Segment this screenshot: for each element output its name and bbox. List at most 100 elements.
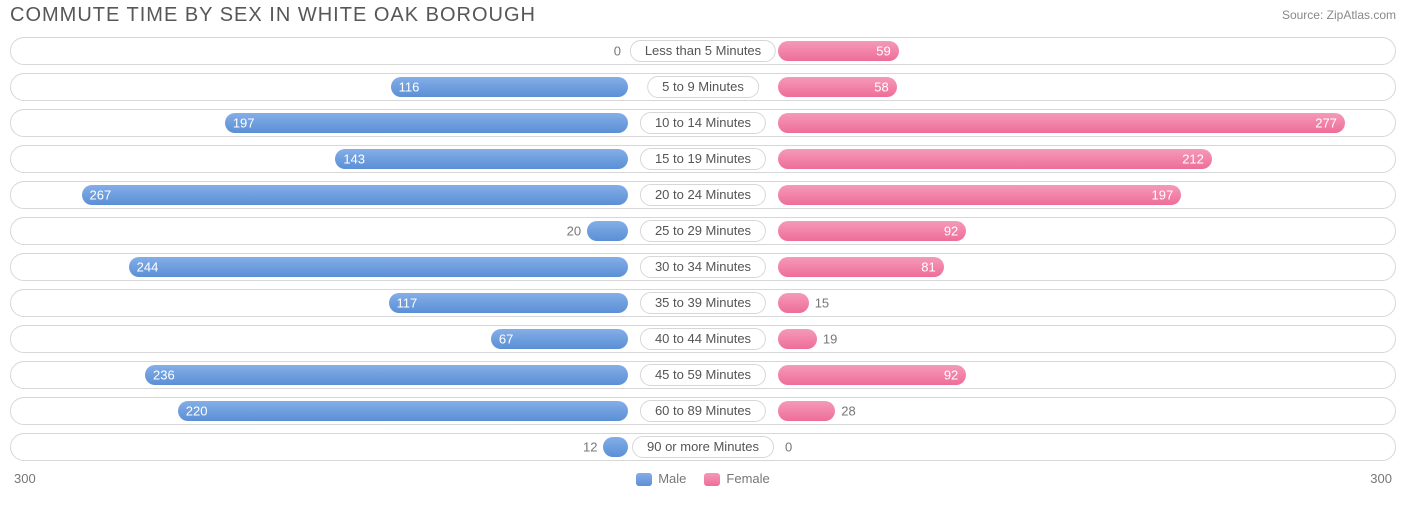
female-value: 15 <box>815 296 829 311</box>
male-bar: 220 <box>178 401 628 421</box>
category-label: 60 to 89 Minutes <box>640 400 766 422</box>
chart-row: 116 58 5 to 9 Minutes <box>10 73 1396 101</box>
female-half: 197 <box>703 182 1395 208</box>
male-value: 267 <box>90 188 112 203</box>
chart-row: 267 197 20 to 24 Minutes <box>10 181 1396 209</box>
category-label: 20 to 24 Minutes <box>640 184 766 206</box>
female-bar: 28 <box>778 401 835 421</box>
male-half: 12 <box>11 434 703 460</box>
chart-source: Source: ZipAtlas.com <box>1282 4 1396 22</box>
female-bar: 58 <box>778 77 897 97</box>
male-bar: 267 <box>82 185 628 205</box>
male-bar: 143 <box>335 149 628 169</box>
legend-label-female: Female <box>726 471 769 486</box>
female-bar: 197 <box>778 185 1181 205</box>
male-value: 244 <box>137 260 159 275</box>
male-bar: 20 <box>587 221 628 241</box>
category-label: 15 to 19 Minutes <box>640 148 766 170</box>
male-half: 236 <box>11 362 703 388</box>
male-value: 236 <box>153 368 175 383</box>
male-bar: 117 <box>389 293 628 313</box>
female-value: 0 <box>785 440 792 455</box>
female-half: 19 <box>703 326 1395 352</box>
female-value: 212 <box>1182 152 1204 167</box>
female-bar: 19 <box>778 329 817 349</box>
chart-row: 197 277 10 to 14 Minutes <box>10 109 1396 137</box>
female-half: 28 <box>703 398 1395 424</box>
female-bar: 15 <box>778 293 809 313</box>
chart-row: 20 92 25 to 29 Minutes <box>10 217 1396 245</box>
male-bar: 67 <box>491 329 628 349</box>
female-swatch-icon <box>704 473 720 486</box>
category-label: 30 to 34 Minutes <box>640 256 766 278</box>
male-bar: 197 <box>225 113 628 133</box>
male-half: 0 <box>11 38 703 64</box>
female-bar: 59 <box>778 41 899 61</box>
chart-row: 117 15 35 to 39 Minutes <box>10 289 1396 317</box>
female-half: 15 <box>703 290 1395 316</box>
legend-item-female: Female <box>704 471 769 486</box>
male-bar: 12 <box>603 437 628 457</box>
chart-row: 244 81 30 to 34 Minutes <box>10 253 1396 281</box>
male-half: 117 <box>11 290 703 316</box>
legend-item-male: Male <box>636 471 686 486</box>
female-value: 81 <box>921 260 935 275</box>
chart-footer: 300 Male Female 300 <box>0 469 1406 496</box>
chart-row: 12090 or more Minutes <box>10 433 1396 461</box>
female-value: 19 <box>823 332 837 347</box>
male-swatch-icon <box>636 473 652 486</box>
category-label: 5 to 9 Minutes <box>647 76 759 98</box>
female-value: 59 <box>876 44 890 59</box>
female-half: 212 <box>703 146 1395 172</box>
female-bar: 212 <box>778 149 1212 169</box>
male-half: 20 <box>11 218 703 244</box>
female-value: 277 <box>1315 116 1337 131</box>
chart-row: 143 212 15 to 19 Minutes <box>10 145 1396 173</box>
female-half: 277 <box>703 110 1395 136</box>
female-bar: 81 <box>778 257 944 277</box>
female-bar: 0 <box>778 437 779 457</box>
category-label: 40 to 44 Minutes <box>640 328 766 350</box>
female-bar: 92 <box>778 365 966 385</box>
category-label: 10 to 14 Minutes <box>640 112 766 134</box>
male-value: 116 <box>399 80 420 95</box>
commute-chart: COMMUTE TIME BY SEX IN WHITE OAK BOROUGH… <box>0 0 1406 496</box>
male-half: 244 <box>11 254 703 280</box>
chart-row: 67 19 40 to 44 Minutes <box>10 325 1396 353</box>
axis-max-left: 300 <box>14 471 36 486</box>
chart-header: COMMUTE TIME BY SEX IN WHITE OAK BOROUGH… <box>0 0 1406 37</box>
male-bar: 244 <box>129 257 628 277</box>
female-value: 197 <box>1151 188 1173 203</box>
female-bar: 92 <box>778 221 966 241</box>
male-value: 197 <box>233 116 255 131</box>
male-half: 197 <box>11 110 703 136</box>
female-half: 92 <box>703 362 1395 388</box>
male-value: 0 <box>614 44 621 59</box>
female-half: 0 <box>703 434 1395 460</box>
male-value: 12 <box>583 440 597 455</box>
male-value: 143 <box>343 152 365 167</box>
male-bar: 0 <box>627 41 628 61</box>
female-value: 92 <box>944 224 958 239</box>
category-label: 45 to 59 Minutes <box>640 364 766 386</box>
category-label: 90 or more Minutes <box>632 436 774 458</box>
category-label: 25 to 29 Minutes <box>640 220 766 242</box>
male-half: 67 <box>11 326 703 352</box>
chart-rows: 0 59 Less than 5 Minutes 116 58 5 to 9 Minute… <box>0 37 1406 461</box>
female-half: 59 <box>703 38 1395 64</box>
legend-label-male: Male <box>658 471 686 486</box>
male-value: 220 <box>186 404 208 419</box>
chart-row: 0 59 Less than 5 Minutes <box>10 37 1396 65</box>
female-bar: 277 <box>778 113 1345 133</box>
category-label: Less than 5 Minutes <box>630 40 776 62</box>
female-value: 58 <box>874 80 888 95</box>
male-half: 143 <box>11 146 703 172</box>
legend: Male Female <box>636 471 770 486</box>
chart-row: 220 28 60 to 89 Minutes <box>10 397 1396 425</box>
chart-title: COMMUTE TIME BY SEX IN WHITE OAK BOROUGH <box>10 4 536 27</box>
male-value: 20 <box>567 224 581 239</box>
category-label: 35 to 39 Minutes <box>640 292 766 314</box>
male-value: 117 <box>397 296 418 311</box>
axis-max-right: 300 <box>1370 471 1392 486</box>
female-value: 28 <box>841 404 855 419</box>
